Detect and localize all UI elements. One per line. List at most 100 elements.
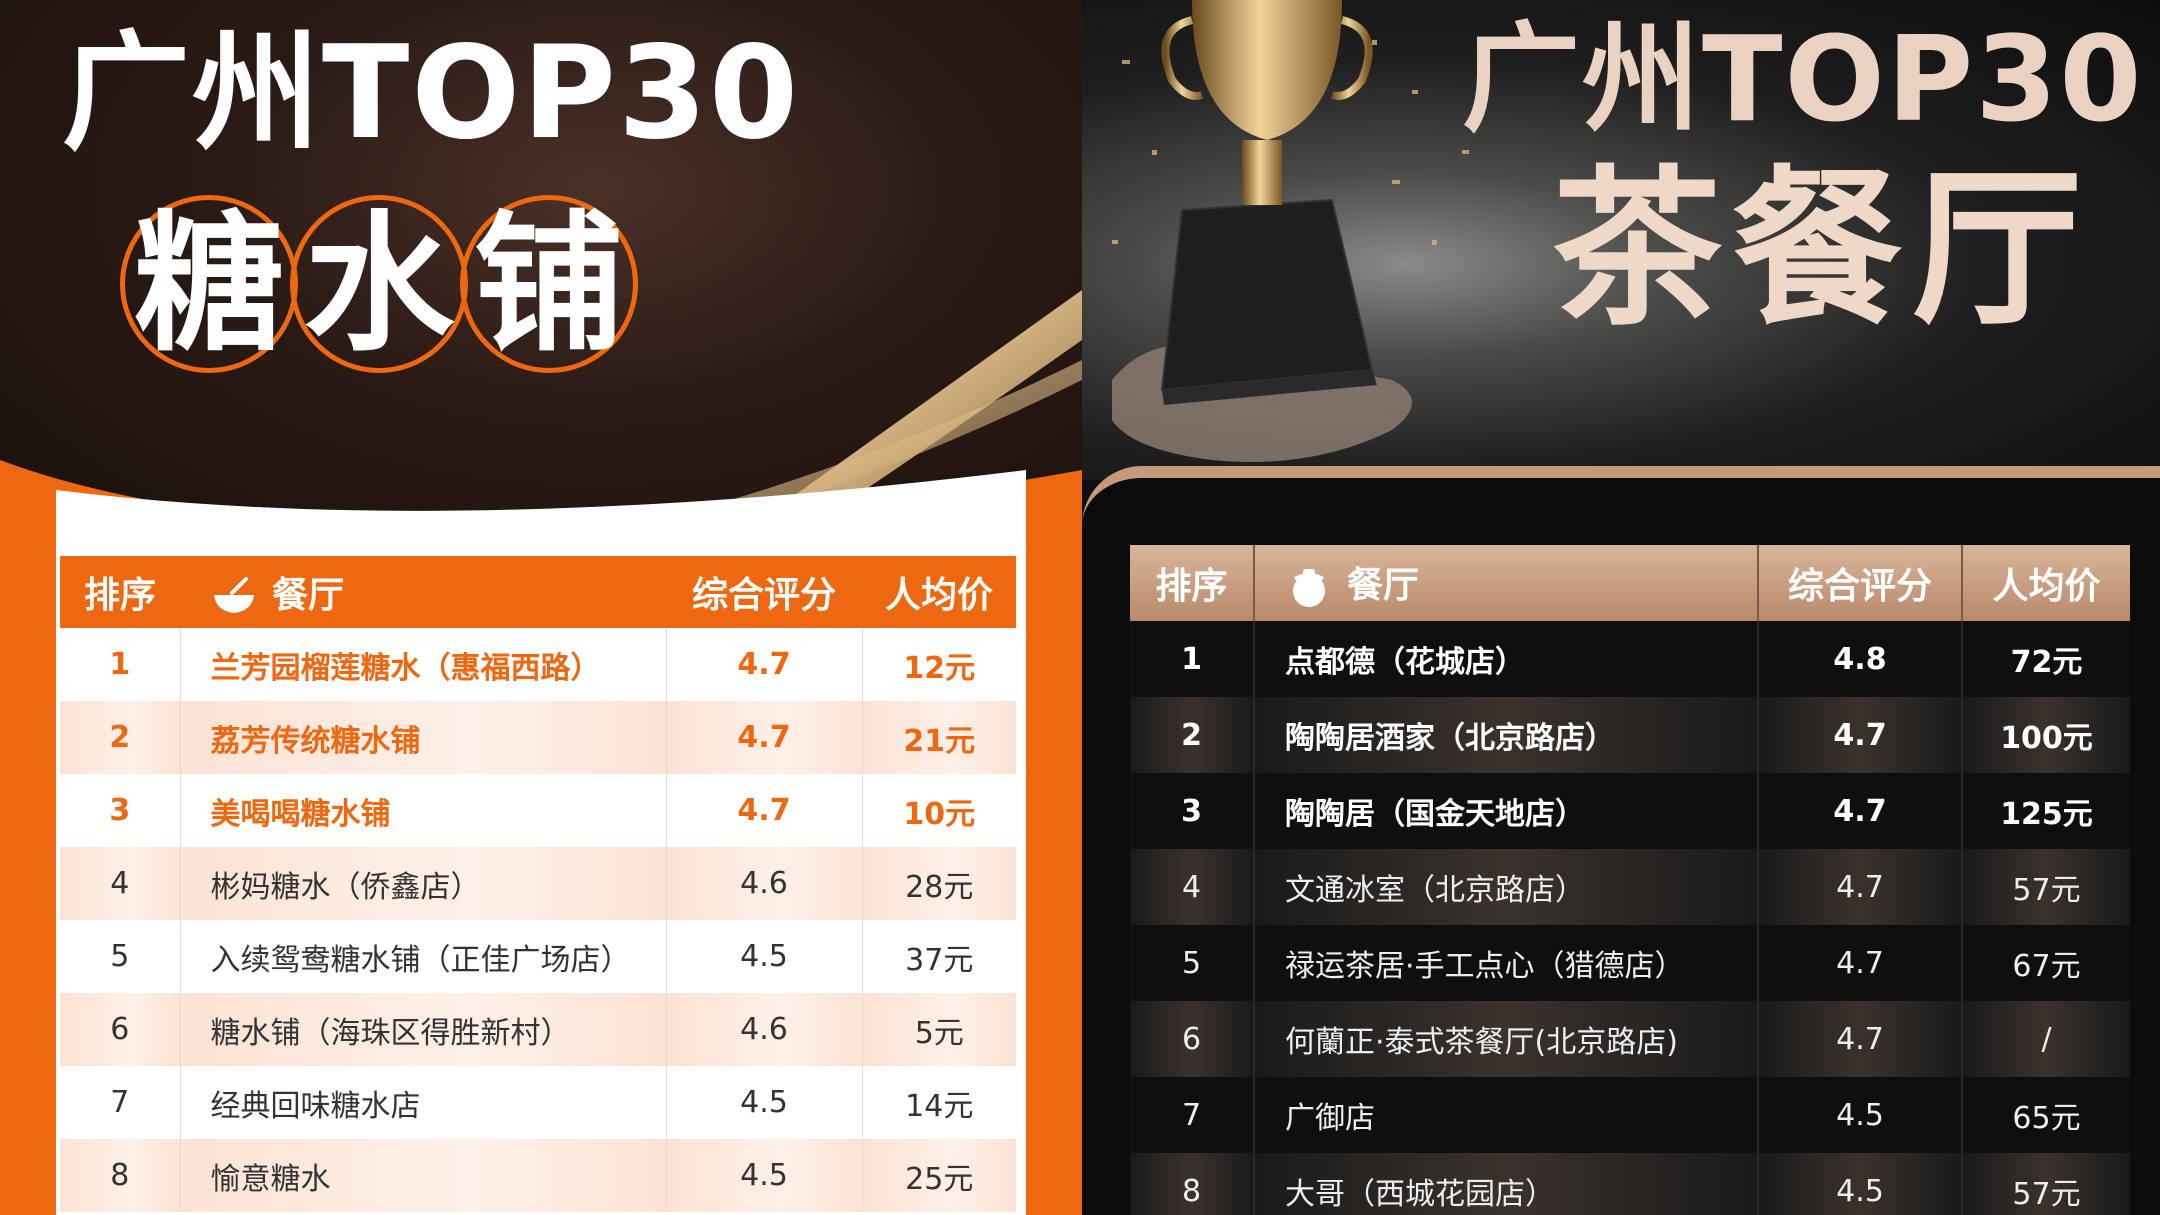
row-rank: 4 bbox=[1130, 849, 1254, 925]
left-panel: 广州TOP30 糖 水 铺 排序 餐厅 综合评分 人均价 bbox=[0, 0, 1082, 1215]
table-row: 6 糖水铺（海珠区得胜新村） 4.6 5元 bbox=[60, 993, 1016, 1066]
row-score: 4.7 bbox=[665, 701, 862, 774]
header-name: 餐厅 bbox=[1253, 545, 1758, 621]
row-rank: 3 bbox=[60, 774, 180, 847]
header-name-label: 餐厅 bbox=[1347, 564, 1420, 606]
left-ranking-table: 排序 餐厅 综合评分 人均价 1 兰芳园榴莲糖水（惠福西路） 4.7 12元 2 bbox=[60, 556, 1016, 1212]
table-row: 5 入续鸳鸯糖水铺（正佳广场店） 4.5 37元 bbox=[60, 920, 1016, 993]
row-rank: 7 bbox=[1130, 1077, 1254, 1153]
table-header-row: 排序 餐厅 综合评分 人均价 bbox=[60, 556, 1016, 628]
row-rank: 1 bbox=[60, 628, 180, 701]
row-score: 4.7 bbox=[1757, 1001, 1962, 1077]
row-name: 点都德（花城店） bbox=[1253, 621, 1758, 697]
row-name: 兰芳园榴莲糖水（惠福西路） bbox=[179, 628, 666, 701]
row-price: 72元 bbox=[1961, 621, 2130, 697]
row-price: / bbox=[1961, 1001, 2130, 1077]
row-price: 57元 bbox=[1961, 849, 2130, 925]
row-name: 愉意糖水 bbox=[179, 1139, 666, 1212]
subtitle-char: 水 bbox=[290, 195, 468, 373]
table-row: 4 彬妈糖水（侨鑫店） 4.6 28元 bbox=[60, 847, 1016, 920]
table-row: 1 点都德（花城店） 4.8 72元 bbox=[1130, 621, 2130, 697]
subtitle-char: 糖 bbox=[120, 195, 298, 373]
row-score: 4.7 bbox=[1757, 925, 1962, 1001]
row-score: 4.6 bbox=[665, 993, 862, 1066]
row-name: 经典回味糖水店 bbox=[179, 1066, 666, 1139]
table-row: 5 禄运茶居·手工点心（猎德店） 4.7 67元 bbox=[1130, 925, 2130, 1001]
row-name: 陶陶居（国金天地店） bbox=[1253, 773, 1758, 849]
row-name: 陶陶居酒家（北京路店） bbox=[1253, 697, 1758, 773]
table-row: 2 陶陶居酒家（北京路店） 4.7 100元 bbox=[1130, 697, 2130, 773]
row-score: 4.7 bbox=[1757, 773, 1962, 849]
table-row: 8 愉意糖水 4.5 25元 bbox=[60, 1139, 1016, 1212]
row-name: 大哥（西城花园店） bbox=[1253, 1153, 1758, 1215]
teapot-icon bbox=[1293, 568, 1325, 607]
row-price: 100元 bbox=[1961, 697, 2130, 773]
table-header-row: 排序 餐厅 综合评分 人均价 bbox=[1130, 545, 2130, 621]
row-rank: 7 bbox=[60, 1066, 180, 1139]
row-rank: 6 bbox=[60, 993, 180, 1066]
row-price: 67元 bbox=[1961, 925, 2130, 1001]
trophy-image bbox=[1112, 0, 1469, 462]
table-row: 1 兰芳园榴莲糖水（惠福西路） 4.7 12元 bbox=[60, 628, 1016, 701]
right-ranking-table: 排序 餐厅 综合评分 人均价 1 点都德（花城店） 4.8 72元 bbox=[1130, 545, 2130, 1215]
header-score: 综合评分 bbox=[1757, 545, 1962, 621]
header-rank: 排序 bbox=[1130, 545, 1254, 621]
left-subtitle: 糖 水 铺 bbox=[120, 195, 638, 373]
header-name: 餐厅 bbox=[180, 556, 666, 628]
header-price: 人均价 bbox=[1961, 545, 2130, 621]
row-rank: 4 bbox=[60, 847, 180, 920]
table-row: 7 广御店 4.5 65元 bbox=[1130, 1077, 2130, 1153]
row-name: 荔芳传统糖水铺 bbox=[179, 701, 666, 774]
row-score: 4.7 bbox=[1757, 697, 1962, 773]
table-row: 3 陶陶居（国金天地店） 4.7 125元 bbox=[1130, 773, 2130, 849]
row-name: 文通冰室（北京路店） bbox=[1253, 849, 1758, 925]
row-price: 37元 bbox=[861, 920, 1016, 993]
row-name: 何蘭正·泰式茶餐厅(北京路店) bbox=[1253, 1001, 1758, 1077]
row-score: 4.7 bbox=[665, 774, 862, 847]
table-row: 7 经典回味糖水店 4.5 14元 bbox=[60, 1066, 1016, 1139]
table-row: 2 荔芳传统糖水铺 4.7 21元 bbox=[60, 701, 1016, 774]
header-rank: 排序 bbox=[60, 556, 180, 628]
right-subtitle: 茶餐厅 bbox=[1552, 151, 2093, 349]
row-score: 4.7 bbox=[1757, 849, 1962, 925]
row-score: 4.5 bbox=[665, 920, 862, 993]
left-title: 广州TOP30 bbox=[62, 19, 801, 168]
row-name: 糖水铺（海珠区得胜新村） bbox=[179, 993, 666, 1066]
row-name: 广御店 bbox=[1253, 1077, 1758, 1153]
row-price: 5元 bbox=[861, 993, 1016, 1066]
row-rank: 8 bbox=[60, 1139, 180, 1212]
row-rank: 2 bbox=[1130, 697, 1254, 773]
header-price: 人均价 bbox=[862, 556, 1016, 628]
right-panel: 广州TOP30 茶餐厅 排序 餐厅 综合评分 人均价 bbox=[1082, 0, 2160, 1215]
row-price: 12元 bbox=[861, 628, 1016, 701]
row-rank: 3 bbox=[1130, 773, 1254, 849]
row-score: 4.5 bbox=[665, 1066, 862, 1139]
row-name: 入续鸳鸯糖水铺（正佳广场店） bbox=[179, 920, 666, 993]
row-rank: 5 bbox=[1130, 925, 1254, 1001]
table-row: 8 大哥（西城花园店） 4.5 57元 bbox=[1130, 1153, 2130, 1215]
row-price: 21元 bbox=[861, 701, 1016, 774]
row-rank: 2 bbox=[60, 701, 180, 774]
row-name: 彬妈糖水（侨鑫店） bbox=[179, 847, 666, 920]
row-name: 禄运茶居·手工点心（猎德店） bbox=[1253, 925, 1758, 1001]
row-price: 65元 bbox=[1961, 1077, 2130, 1153]
row-price: 25元 bbox=[861, 1139, 1016, 1212]
row-score: 4.6 bbox=[665, 847, 862, 920]
row-price: 14元 bbox=[861, 1066, 1016, 1139]
header-name-label: 餐厅 bbox=[272, 575, 345, 616]
header-score: 综合评分 bbox=[666, 556, 862, 628]
row-score: 4.5 bbox=[1757, 1153, 1962, 1215]
subtitle-char: 铺 bbox=[460, 195, 638, 373]
row-price: 10元 bbox=[861, 774, 1016, 847]
row-name: 美喝喝糖水铺 bbox=[179, 774, 666, 847]
row-rank: 1 bbox=[1130, 621, 1254, 697]
row-price: 57元 bbox=[1961, 1153, 2130, 1215]
row-score: 4.5 bbox=[1757, 1077, 1962, 1153]
row-score: 4.5 bbox=[665, 1139, 862, 1212]
row-price: 28元 bbox=[861, 847, 1016, 920]
table-row: 3 美喝喝糖水铺 4.7 10元 bbox=[60, 774, 1016, 847]
row-rank: 6 bbox=[1130, 1001, 1254, 1077]
row-score: 4.8 bbox=[1757, 621, 1962, 697]
table-row: 4 文通冰室（北京路店） 4.7 57元 bbox=[1130, 849, 2130, 925]
row-price: 125元 bbox=[1961, 773, 2130, 849]
